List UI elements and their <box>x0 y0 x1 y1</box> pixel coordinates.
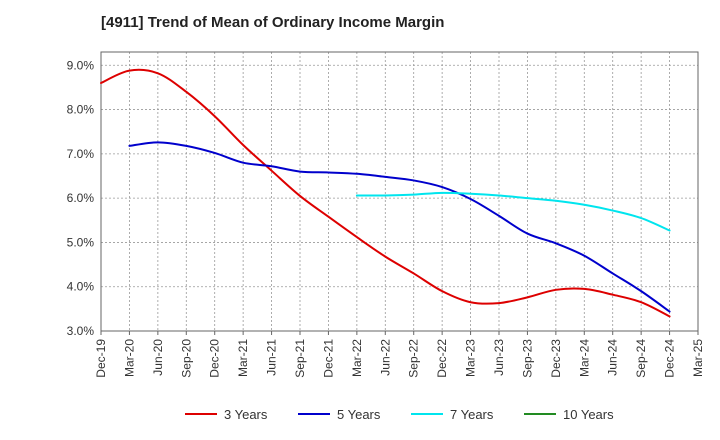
legend-label-3-years: 3 Years <box>224 407 268 422</box>
chart-title: [4911] Trend of Mean of Ordinary Income … <box>101 14 445 31</box>
legend-label-5-years: 5 Years <box>337 407 381 422</box>
y-tick-label: 8.0% <box>67 103 95 117</box>
x-tick-label: Mar-23 <box>464 339 478 377</box>
y-tick-label: 4.0% <box>67 280 95 294</box>
y-tick-label: 3.0% <box>67 324 95 338</box>
x-tick-label: Mar-24 <box>577 339 591 377</box>
legend-label-10-years: 10 Years <box>563 407 614 422</box>
y-tick-label: 7.0% <box>67 147 95 161</box>
x-tick-label: Sep-22 <box>407 339 421 378</box>
series-line-7-years <box>355 191 671 232</box>
x-tick-label: Dec-19 <box>94 339 108 378</box>
x-tick-label: Sep-24 <box>634 339 648 378</box>
x-tick-label: Sep-21 <box>293 339 307 378</box>
x-tick-label: Mar-20 <box>122 339 136 377</box>
y-tick-label: 6.0% <box>67 191 95 205</box>
x-tick-label: Jun-24 <box>606 339 620 376</box>
legend-label-7-years: 7 Years <box>450 407 494 422</box>
x-tick-label: Dec-21 <box>321 339 335 378</box>
x-tick-label: Jun-22 <box>378 339 392 376</box>
x-tick-label: Mar-21 <box>236 339 250 377</box>
x-tick-label: Sep-20 <box>179 339 193 378</box>
x-tick-label: Jun-23 <box>492 339 506 376</box>
x-tick-label: Dec-24 <box>663 339 677 378</box>
y-tick-label: 5.0% <box>67 235 95 249</box>
plot-border <box>100 51 699 332</box>
x-tick-label: Sep-23 <box>520 339 534 378</box>
x-tick-label: Jun-21 <box>265 339 279 376</box>
x-tick-label: Dec-23 <box>549 339 563 378</box>
series-line-3-years <box>100 68 671 318</box>
plot-area <box>101 52 698 331</box>
x-tick-label: Dec-20 <box>208 339 222 378</box>
x-tick-label: Dec-22 <box>435 339 449 378</box>
x-tick-label: Mar-25 <box>691 339 705 377</box>
y-tick-label: 9.0% <box>67 58 95 72</box>
series-line-5-years <box>128 141 671 313</box>
x-tick-label: Mar-22 <box>350 339 364 377</box>
x-tick-label: Jun-20 <box>151 339 165 376</box>
